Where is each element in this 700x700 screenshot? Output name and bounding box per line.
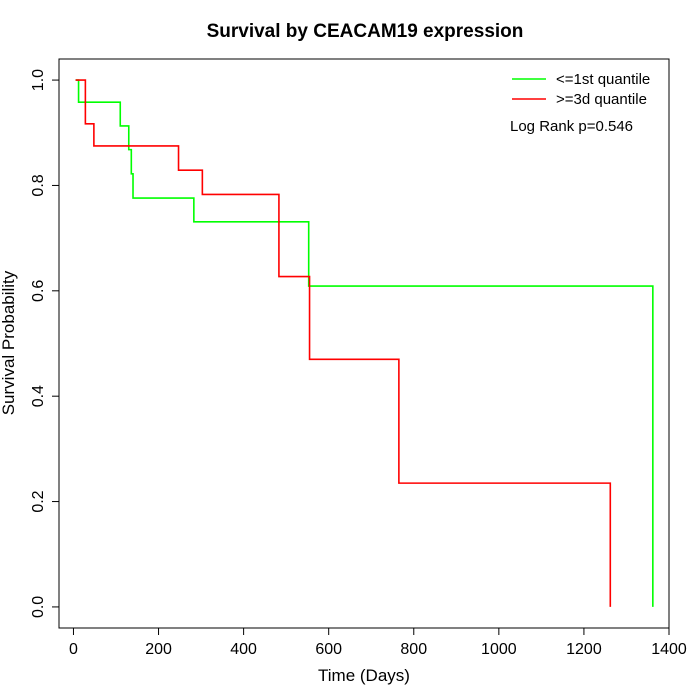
y-tick-label: 0.6: [30, 280, 47, 302]
legend-label: <=1st quantile: [556, 71, 650, 88]
x-tick-label: 1400: [651, 641, 687, 658]
y-axis-label: Survival Probability: [0, 270, 18, 415]
y-tick-label: 1.0: [30, 69, 47, 91]
legend: <=1st quantile >=3d quantile: [512, 71, 650, 108]
x-tick-label: 200: [145, 641, 172, 658]
y-tick-label: 0.0: [30, 596, 47, 618]
y-tick-label: 0.4: [30, 385, 47, 407]
x-tick-label: 800: [400, 641, 427, 658]
series-layer: [75, 79, 654, 607]
x-axis: 0 200 400 600 800 1000 1200 1400: [69, 627, 687, 658]
x-tick-label: 1200: [566, 641, 602, 658]
chart-title: Survival by CEACAM19 expression: [207, 21, 524, 42]
legend-label: >=3d quantile: [556, 91, 647, 108]
x-tick-label: 0: [69, 641, 78, 658]
x-tick-label: 1000: [481, 641, 517, 658]
x-tick-label: 600: [315, 641, 342, 658]
y-tick-label: 0.2: [30, 490, 47, 512]
y-tick-label: 0.8: [30, 174, 47, 196]
series-line-1: [75, 79, 654, 607]
y-axis: 0.0 0.2 0.4 0.6 0.8 1.0: [30, 69, 60, 618]
series-line-2: [75, 79, 612, 607]
plot-frame: [58, 58, 670, 629]
x-tick-label: 400: [230, 641, 257, 658]
log-rank-annotation: Log Rank p=0.546: [510, 118, 633, 135]
x-axis-label: Time (Days): [318, 666, 410, 685]
